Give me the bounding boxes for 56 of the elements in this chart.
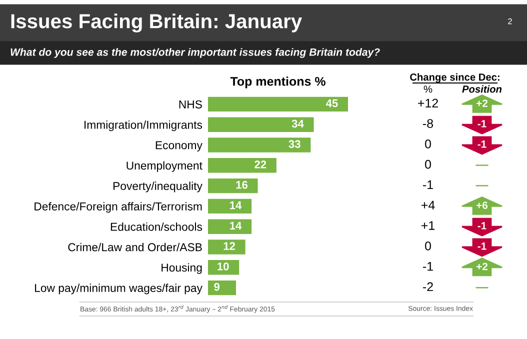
bar: [208, 240, 246, 254]
text: +2: [476, 262, 488, 270]
data-label: 10: [218, 262, 229, 270]
bar: [208, 138, 311, 152]
data-label: 34: [292, 120, 304, 128]
y-tick-label: Economy: [156, 141, 202, 152]
data-label: 9: [214, 282, 220, 291]
bar: [208, 219, 252, 234]
text: -2: [423, 282, 433, 292]
bar: [208, 280, 236, 296]
text: +12: [418, 98, 438, 108]
y-tick-label: Immigration/Immigrants: [84, 120, 202, 132]
y-tick-label: Poverty/inequality: [113, 182, 202, 192]
text: 2: [508, 18, 512, 24]
text: -8: [423, 119, 434, 128]
text: +1: [421, 221, 435, 230]
text: 0: [425, 140, 431, 148]
y-tick-label: NHS: [179, 100, 202, 108]
text: +6: [476, 202, 488, 209]
bar: [208, 117, 314, 132]
text: Position: [462, 85, 502, 93]
data-label: 33: [288, 140, 300, 148]
y-tick-label: Low pay/minimum wages/fair pay: [35, 284, 202, 294]
x-axis-title: Top mentions %: [230, 76, 326, 88]
y-tick-label: Unemployment: [126, 161, 202, 172]
text: -1: [478, 222, 486, 230]
data-label: 22: [254, 160, 266, 168]
text: —: [476, 164, 488, 166]
text: 0: [425, 242, 431, 250]
text: %: [424, 86, 432, 93]
bar: [208, 96, 348, 112]
data-label: 14: [230, 222, 242, 230]
bar: [208, 198, 252, 214]
text: -1: [423, 180, 433, 190]
chart-title: Issues Facing Britain: January: [11, 14, 302, 32]
data-label: 16: [236, 180, 248, 189]
text: -1: [478, 242, 486, 250]
chart-subtitle: What do you see as the most/other important issues facing Britain today?: [10, 48, 380, 58]
data-label: 14: [230, 201, 242, 210]
text: Change since Dec:: [410, 73, 500, 83]
y-tick-label: Housing: [162, 263, 202, 274]
bar: [208, 158, 276, 173]
text: -1: [478, 120, 486, 128]
data-label: 45: [326, 99, 338, 108]
y-tick-label: Crime/Law and Order/ASB: [68, 242, 202, 252]
text: +2: [476, 100, 488, 107]
y-tick-label: Defence/Foreign affairs/Terrorism: [34, 202, 202, 213]
text: +4: [421, 200, 435, 210]
text: —: [476, 185, 488, 186]
text: -1: [478, 140, 486, 148]
text: 0: [425, 160, 431, 169]
data-label: 12: [224, 242, 236, 250]
bar: [208, 178, 258, 194]
text: —: [476, 287, 488, 288]
y-tick-label: Education/schools: [110, 222, 202, 231]
text: -1: [423, 262, 433, 271]
